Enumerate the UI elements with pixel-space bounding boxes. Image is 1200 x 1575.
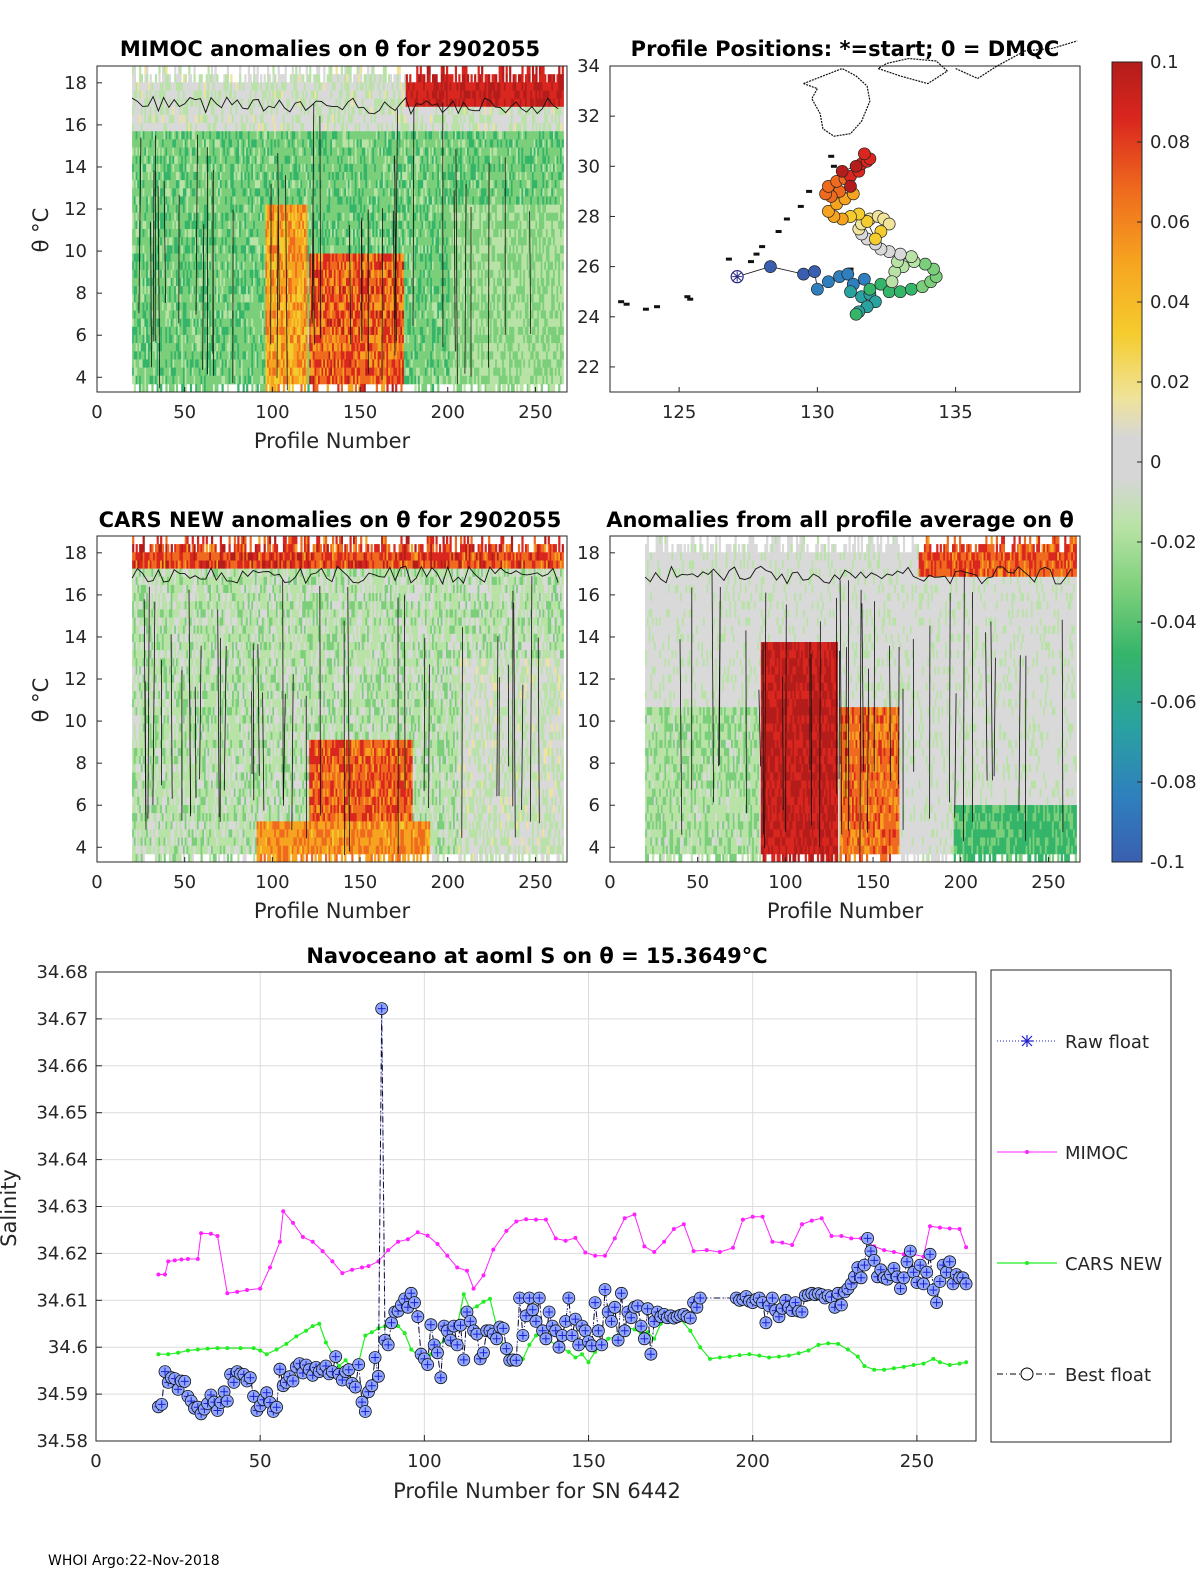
field-cell [134,66,136,75]
field-cell [151,384,153,393]
field-cell [146,74,148,83]
field-cell [134,74,136,83]
figure: MIMOC anomalies on θ for 2902055 0 50 100 1… [0,0,1200,1575]
field-cell [188,66,190,75]
field-cell [176,384,178,393]
field-cell [190,74,192,83]
field-cell [155,74,157,83]
field-cell [169,74,171,83]
field-cell [172,384,174,393]
field-cell [179,74,181,83]
field-cell [165,66,167,75]
mimoc-anomaly-field [132,66,564,393]
field-cell [185,74,187,83]
field-cell [134,384,136,393]
field-cell [160,384,162,393]
field-cell [146,66,148,75]
field-cell [165,384,167,393]
field-cell [141,74,143,83]
field-cell [174,66,176,75]
field-cell [158,74,160,83]
mimoc-title: MIMOC anomalies on θ for 2902055 [120,37,540,61]
mimoc-panel: MIMOC anomalies on θ for 2902055 0 50 100 1… [29,37,567,453]
field-cell [190,384,192,393]
field-cell [150,74,152,83]
field-cell [179,66,181,75]
field-cell [158,66,160,75]
field-cell [139,66,141,75]
field-cell [146,384,148,393]
